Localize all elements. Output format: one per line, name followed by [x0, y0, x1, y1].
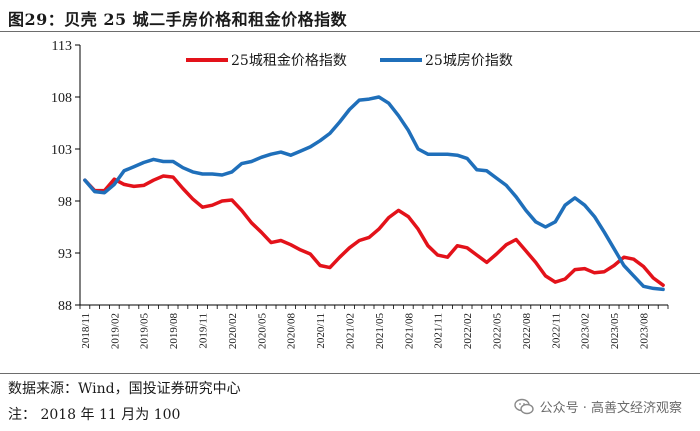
x-tick-label: 2021/02	[345, 313, 357, 349]
x-tick-label: 2020/05	[256, 313, 268, 350]
x-tick-label: 2019/05	[139, 313, 151, 350]
x-tick-label: 2019/11	[198, 313, 210, 349]
y-tick-label: 103	[51, 143, 72, 158]
y-tick-label: 108	[51, 91, 72, 106]
y-tick-label: 88	[58, 299, 72, 314]
x-tick-label: 2021/05	[374, 313, 386, 350]
watermark-text: 公众号 · 高善文经济观察	[539, 401, 682, 416]
chart-title: 图29：贝壳 25 城二手房价格和租金价格指数	[8, 10, 348, 29]
x-tick-label: 2020/02	[227, 313, 239, 349]
x-tick-label: 2022/05	[492, 313, 504, 350]
x-tick-label: 2022/02	[462, 313, 474, 349]
x-tick-label: 2018/11	[80, 313, 92, 349]
x-tick-label: 2019/08	[168, 313, 180, 350]
x-tick-label: 2021/08	[403, 313, 415, 350]
footer-divider	[0, 373, 700, 374]
x-tick-label: 2022/11	[550, 313, 562, 349]
x-tick-label: 2020/11	[315, 313, 327, 349]
legend-label: 25城租金价格指数	[231, 53, 347, 69]
title-divider	[0, 31, 700, 32]
x-tick-label: 2023/02	[580, 313, 592, 349]
rent-index-line	[83, 174, 665, 287]
x-tick-label: 2020/08	[286, 313, 298, 350]
line-chart: 88 93 98 103 108 113 2018/11 2019/02 2019/05 2019…	[51, 39, 669, 350]
y-tick-label: 113	[52, 39, 72, 54]
house-price-index-line	[83, 95, 665, 292]
chart-note: 注： 2018 年 11 月为 100	[8, 407, 181, 423]
x-tick-label: 2023/08	[639, 313, 651, 350]
y-tick-label: 98	[58, 195, 72, 210]
x-tick-label: 2023/05	[609, 313, 621, 350]
x-tick-label: 2022/08	[521, 313, 533, 350]
x-tick-label: 2019/02	[109, 313, 121, 349]
x-tick-label: 2021/11	[433, 313, 445, 349]
watermark: 公众号 · 高善文经济观察	[513, 397, 682, 416]
legend-label: 25城房价指数	[425, 53, 513, 69]
y-tick-label: 93	[58, 247, 72, 262]
wechat-icon	[513, 398, 534, 414]
data-source: 数据来源：Wind，国投证券研究中心	[8, 381, 241, 397]
